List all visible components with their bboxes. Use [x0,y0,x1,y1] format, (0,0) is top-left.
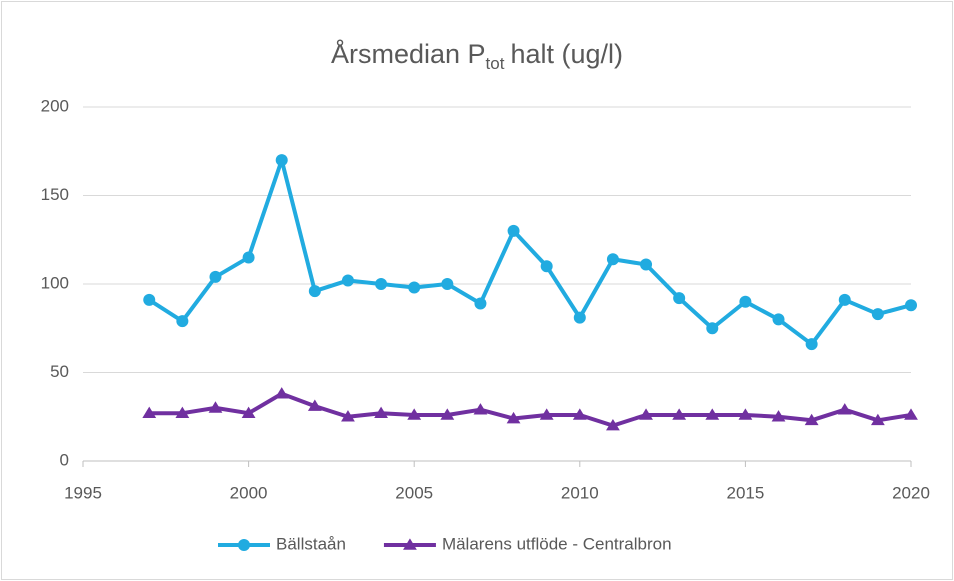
data-point [640,258,653,271]
y-tick-label: 0 [60,450,69,469]
data-point [307,399,322,411]
data-point [408,281,421,294]
data-point [474,297,487,310]
data-point [705,408,720,420]
x-tick-label: 2010 [561,483,599,502]
data-point [672,408,687,420]
data-point [374,406,388,419]
data-point [540,260,553,273]
data-point [341,274,354,287]
data-point [905,299,917,312]
data-point [738,408,753,420]
data-point [143,293,156,306]
data-point [870,413,885,426]
data-point [142,406,157,419]
legend-label: Bällstaån [276,534,346,553]
data-point [441,278,454,290]
data-point [673,292,686,305]
x-tick-label: 2005 [395,483,433,502]
legend-label: Mälarens utflöde - Centralbron [442,534,672,553]
chart-title: Årsmedian Ptot halt (ug/l) [331,38,623,73]
data-point [341,410,355,422]
data-point [208,401,223,413]
data-point [407,408,422,420]
data-point [209,270,222,283]
data-point [772,313,785,326]
legend-marker [403,538,417,550]
x-tick-label: 2020 [892,483,930,502]
data-point [837,403,852,415]
data-point [175,406,190,419]
series-line [148,158,912,347]
title-rest: halt (ug/l) [510,39,623,69]
data-point [771,410,786,422]
data-point [805,338,818,351]
y-tick-label: 100 [41,273,69,292]
data-point [539,408,554,420]
data-point [507,224,520,237]
x-tick-label: 2000 [230,483,268,502]
data-point [176,315,189,328]
y-tick-label: 150 [41,185,69,204]
data-point [506,411,521,424]
data-point [572,408,587,420]
data-point [573,311,586,324]
data-point [606,253,619,266]
data-point [606,419,620,431]
data-point [308,285,321,298]
y-tick-label: 200 [41,96,69,115]
x-tick-label: 1995 [64,483,102,502]
title-subscript: tot [486,54,505,73]
data-point [275,154,288,167]
data-point [804,413,819,426]
data-point [473,403,488,415]
data-point [241,406,256,419]
data-point [739,295,752,308]
data-point [375,278,388,290]
data-point [706,322,719,335]
title-text: Årsmedian P [331,38,486,69]
legend-marker [238,539,250,551]
y-tick-label: 50 [50,362,69,381]
data-point [274,387,289,399]
data-point [838,293,851,306]
x-tick-label: 2015 [726,483,764,502]
data-point [242,251,255,264]
data-point [639,408,653,420]
data-point [904,408,918,420]
data-point [871,308,884,321]
data-point [440,408,455,420]
